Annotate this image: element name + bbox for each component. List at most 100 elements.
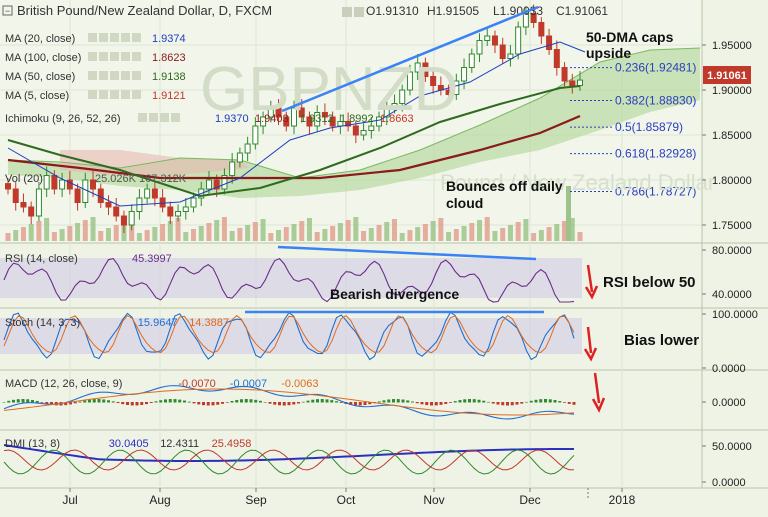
volume-bar — [461, 226, 467, 241]
macd-histogram-bar — [26, 399, 30, 403]
indicator-control-icon — [99, 33, 108, 42]
macd-histogram-bar — [64, 402, 68, 406]
volume-bar — [36, 221, 42, 241]
candle-body — [275, 107, 282, 118]
settings-icon[interactable] — [354, 7, 364, 17]
osc-value: -0.0007 — [230, 378, 267, 390]
fib-label: 0.382(1.88830) — [615, 94, 696, 108]
volume-bar — [507, 225, 513, 241]
macd-histogram-bar — [411, 401, 414, 403]
indicator-label: MA (100, close) — [5, 52, 81, 64]
time-axis: Jul Aug Sep Oct Nov Dec 2018 — [62, 488, 636, 507]
candle-body — [453, 80, 460, 95]
volume-bar — [260, 219, 266, 241]
volume-bar — [453, 229, 459, 241]
volume-bar — [175, 218, 181, 241]
macd-histogram-bar — [2, 402, 6, 403]
macd-histogram-bar — [491, 402, 495, 404]
macd-histogram-bar — [173, 399, 177, 403]
macd-histogram-bar — [392, 399, 395, 403]
candle-body — [190, 197, 197, 208]
candle-body — [159, 197, 166, 208]
macd-histogram-bar — [244, 399, 248, 403]
indicator-value: 1.9374 — [152, 33, 186, 45]
price-tick-label: 1.75000 — [712, 220, 752, 232]
macd-histogram-bar — [206, 402, 210, 406]
candle-body — [213, 179, 220, 190]
price-tick-label: 1.90000 — [712, 85, 752, 97]
candle-body — [43, 175, 50, 190]
candle-body — [329, 116, 336, 127]
volume-bar — [477, 220, 483, 241]
volume-bar — [515, 222, 521, 241]
volume-bar — [183, 232, 189, 241]
macd-histogram-bar — [320, 399, 324, 403]
time-tick-label: Oct — [337, 493, 356, 507]
macd-histogram-bar — [572, 402, 576, 405]
ichimoku-label: Ichimoku (9, 26, 52, 26) — [5, 113, 121, 125]
eye-icon[interactable] — [342, 7, 352, 17]
header-controls — [342, 7, 364, 17]
annotation-dma-line2: upside — [586, 45, 631, 61]
macd-histogram-bar — [520, 402, 524, 404]
osc-tick-label: 100.0000 — [712, 309, 758, 321]
candle-body — [345, 121, 352, 127]
candle-body — [267, 107, 274, 118]
time-tick-label: Dec — [519, 493, 540, 507]
annotation-cloud-line2: cloud — [446, 195, 483, 211]
candle-body — [20, 202, 27, 208]
volume-bar — [191, 229, 197, 241]
osc-label: MACD (12, 26, close, 9) — [5, 378, 122, 390]
volume-bar — [422, 224, 428, 241]
volume-bar — [82, 220, 88, 241]
volume-bar — [276, 230, 282, 241]
ichimoku-value: 1.9403 — [255, 113, 289, 125]
volume-bar — [562, 221, 568, 241]
candle-body — [553, 49, 560, 68]
collapse-icon[interactable] — [2, 5, 13, 16]
macd-histogram-bar — [154, 401, 158, 403]
annotation-rsi: RSI below 50 — [603, 274, 696, 291]
indicator-label: MA (50, close) — [5, 71, 75, 83]
candle-body — [306, 116, 313, 127]
macd-histogram-bar — [330, 400, 334, 403]
macd-histogram-bar — [249, 399, 253, 403]
price-axis: 1.95000 1.90000 1.85000 1.80000 1.75000 — [702, 40, 752, 232]
volume-bar — [136, 233, 142, 241]
osc-value: -0.0063 — [281, 378, 318, 390]
rsi-band — [0, 258, 582, 298]
indicator-control-icon — [132, 90, 141, 99]
macd-histogram-bar — [221, 402, 224, 404]
macd-histogram-bar — [159, 400, 163, 403]
indicator-value: 1.8623 — [152, 52, 186, 64]
ichimoku-value: 1.8992 — [340, 113, 374, 125]
volume-bar — [221, 217, 227, 241]
candle-body — [59, 179, 66, 190]
rsi-line — [3, 257, 575, 303]
volume-bar — [214, 220, 220, 241]
macd-histogram-bar — [482, 400, 486, 403]
macd-histogram-bar — [539, 399, 543, 403]
candle-body — [35, 188, 42, 217]
macd-histogram-bar — [140, 402, 144, 405]
macd-histogram-bar — [107, 400, 110, 403]
macd-histogram-bar — [472, 399, 476, 403]
indicator-control-icon — [121, 90, 130, 99]
macd-histogram-bar — [382, 400, 386, 403]
indicator-legend: MA (20, close) 1.9374 MA (100, close) 1.862… — [5, 33, 414, 185]
macd-histogram-bar — [339, 402, 343, 403]
volume-bar — [28, 224, 34, 241]
candle-body — [538, 22, 545, 37]
macd-histogram-bar — [16, 399, 20, 403]
macd-histogram-bar — [477, 399, 481, 403]
indicator-control-icon — [88, 33, 97, 42]
candle-body — [546, 35, 553, 50]
volume-bar — [98, 231, 104, 241]
volume-bar — [252, 222, 258, 241]
oscillator-legend: RSI (14, close) 45.3997 Stoch (14, 3, 3) 15… — [5, 245, 758, 489]
osc-tick-label: 40.0000 — [712, 289, 752, 301]
down-arrows — [583, 264, 606, 413]
cloud-red-area — [60, 150, 250, 176]
macd-histogram-bar — [216, 402, 220, 405]
